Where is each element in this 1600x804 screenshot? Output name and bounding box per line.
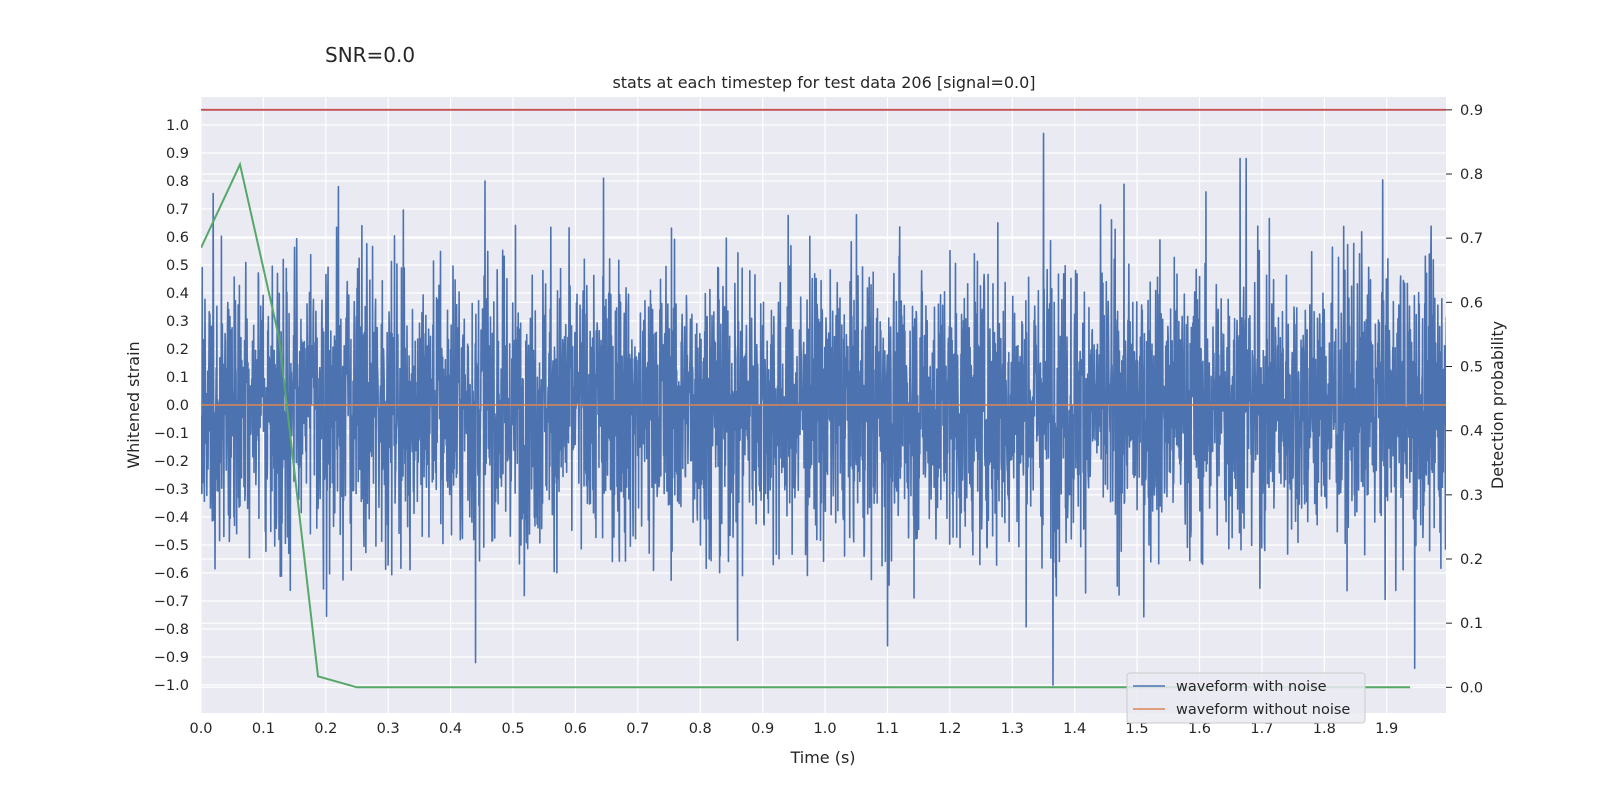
- x-tick-label: 0.3: [377, 721, 400, 737]
- legend-label-clean: waveform without noise: [1176, 702, 1350, 718]
- y-tick-label: 0.8: [166, 174, 189, 190]
- y2-tick-label: 0.1: [1460, 616, 1483, 632]
- y2-tick-label: 0.0: [1460, 680, 1483, 696]
- y-tick-label: 0.1: [166, 370, 189, 386]
- x-tick-label: 0.1: [252, 721, 275, 737]
- y-tick-label: −0.4: [154, 510, 189, 526]
- y-tick-label: −0.6: [154, 566, 189, 582]
- x-tick-label: 1.8: [1313, 721, 1336, 737]
- x-tick-label: 1.6: [1188, 721, 1211, 737]
- series-detection-probability: [201, 161, 1411, 689]
- y2-tick-label: 0.4: [1460, 424, 1483, 440]
- y-tick-label: 0.3: [166, 314, 189, 330]
- x-tick-label: 1.5: [1126, 721, 1149, 737]
- y-tick-label: 0.6: [166, 230, 189, 246]
- y-tick-label: −0.8: [154, 622, 189, 638]
- x-tick-label: 0.2: [314, 721, 337, 737]
- y-tick-label: 0.4: [166, 286, 189, 302]
- y-tick-label: −0.5: [154, 538, 189, 554]
- y2-tick-label: 0.9: [1460, 103, 1483, 119]
- series-waveform-with-noise: [201, 132, 1446, 686]
- y-tick-label: −1.0: [154, 678, 189, 694]
- chart-title: stats at each timestep for test data 206…: [612, 73, 1035, 92]
- x-tick-label: 0.5: [501, 721, 524, 737]
- x-axis-ticks: 0.0 0.1 0.2 0.3 0.4 0.5 0.6 0.7 0.8 0.9 1.0 1.1 1.2 1…: [189, 721, 1398, 737]
- y-axis-label: Whitened strain: [124, 341, 143, 468]
- y-tick-label: 0.5: [166, 258, 189, 274]
- y-tick-label: −0.1: [154, 426, 189, 442]
- x-tick-label: 1.7: [1250, 721, 1273, 737]
- y2-tick-label: 0.8: [1460, 167, 1483, 183]
- y-tick-label: −0.7: [154, 594, 189, 610]
- y-tick-label: 1.0: [166, 118, 189, 134]
- y-tick-label: 0.2: [166, 342, 189, 358]
- x-tick-label: 1.0: [814, 721, 837, 737]
- left-axis-ticks: 1.0 0.9 0.8 0.7 0.6 0.5 0.4 0.3 0.2 0.1 0.0 −0.1 −0.…: [154, 118, 189, 694]
- y-tick-label: −0.3: [154, 482, 189, 498]
- y2-tick-label: 0.5: [1460, 360, 1483, 376]
- legend-label-noise: waveform with noise: [1176, 679, 1327, 695]
- legend: waveform with noise waveform without noi…: [1126, 672, 1366, 724]
- right-axis-ticks: 0.0 0.1 0.2 0.3 0.4 0.5 0.6 0.7 0.8 0.9: [1446, 103, 1483, 696]
- x-tick-label: 0.8: [689, 721, 712, 737]
- legend-box: [1126, 672, 1366, 724]
- x-tick-label: 1.9: [1375, 721, 1398, 737]
- x-tick-label: 1.1: [876, 721, 899, 737]
- y-tick-label: 0.7: [166, 202, 189, 218]
- y2-tick-label: 0.7: [1460, 231, 1483, 247]
- x-tick-label: 1.3: [1001, 721, 1024, 737]
- x-tick-label: 0.6: [564, 721, 587, 737]
- x-tick-label: 1.2: [938, 721, 961, 737]
- y2-axis-label: Detection probability: [1488, 321, 1507, 489]
- y2-tick-label: 0.2: [1460, 552, 1483, 568]
- y2-tick-label: 0.3: [1460, 488, 1483, 504]
- x-tick-label: 1.4: [1063, 721, 1086, 737]
- y-tick-label: 0.0: [166, 398, 189, 414]
- y-tick-label: −0.9: [154, 650, 189, 666]
- y2-tick-label: 0.6: [1460, 295, 1483, 311]
- y-tick-label: −0.2: [154, 454, 189, 470]
- x-tick-label: 0.7: [626, 721, 649, 737]
- x-tick-label: 0.4: [439, 721, 462, 737]
- y-tick-label: 0.9: [166, 146, 189, 162]
- x-axis-label: Time (s): [789, 748, 855, 767]
- x-tick-label: 0.9: [751, 721, 774, 737]
- chart-suptitle: SNR=0.0: [325, 43, 415, 67]
- x-tick-label: 0.0: [189, 721, 212, 737]
